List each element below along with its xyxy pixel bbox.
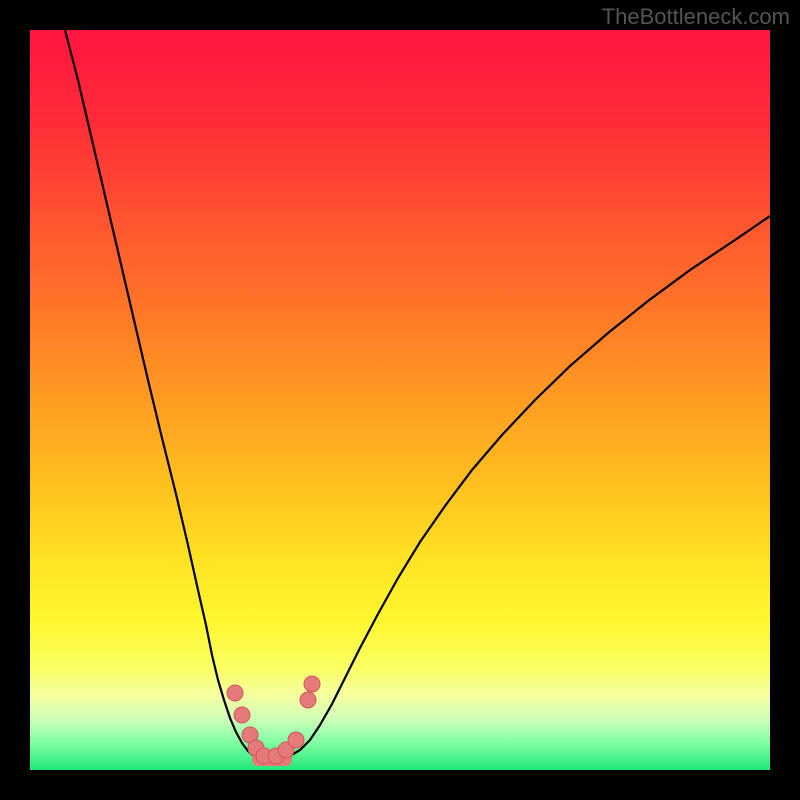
watermark-text: TheBottleneck.com xyxy=(602,4,790,30)
data-marker xyxy=(300,692,316,708)
chart-container: TheBottleneck.com xyxy=(0,0,800,800)
data-marker xyxy=(304,676,320,692)
chart-svg xyxy=(0,0,800,800)
data-marker xyxy=(288,732,304,748)
data-marker xyxy=(227,685,243,701)
data-marker xyxy=(234,707,250,723)
left-curve xyxy=(65,30,265,760)
right-curve xyxy=(265,216,770,760)
